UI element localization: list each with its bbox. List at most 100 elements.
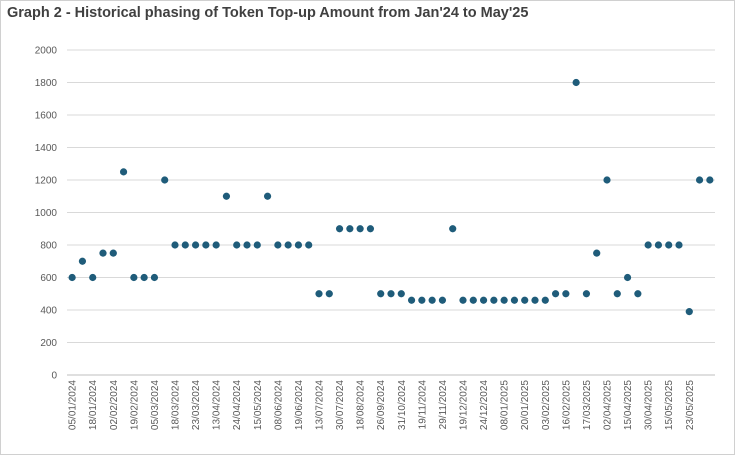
- x-tick-label: 23/03/2024: [191, 380, 202, 430]
- y-tick-label: 1400: [35, 143, 58, 154]
- x-tick-label: 23/05/2025: [685, 380, 696, 430]
- data-point: [202, 241, 210, 249]
- data-point: [438, 296, 447, 304]
- data-point: [541, 296, 549, 304]
- data-point: [222, 192, 231, 200]
- data-point: [665, 241, 673, 249]
- data-point: [603, 176, 611, 184]
- gridlines: [67, 49, 715, 376]
- y-tick-label: 600: [40, 273, 57, 284]
- data-point: [479, 296, 488, 304]
- data-point: [171, 241, 179, 249]
- data-point: [305, 241, 313, 249]
- x-tick-label: 05/03/2024: [150, 380, 161, 430]
- data-point: [150, 273, 159, 282]
- data-point: [634, 290, 642, 298]
- y-tick-label: 1200: [35, 176, 58, 187]
- x-tick-label: 05/01/2024: [68, 380, 79, 430]
- x-tick-label: 02/04/2025: [603, 380, 614, 430]
- data-point: [140, 273, 148, 282]
- data-point: [623, 273, 632, 282]
- data-point: [335, 225, 344, 233]
- y-tick-label: 2000: [35, 46, 58, 57]
- data-point: [263, 192, 272, 200]
- data-point: [490, 296, 498, 304]
- data-point: [253, 241, 261, 249]
- data-point: [449, 225, 457, 233]
- data-point: [654, 241, 663, 249]
- data-point: [325, 290, 333, 298]
- data-point: [109, 249, 117, 257]
- x-tick-label: 19/06/2024: [294, 380, 305, 430]
- data-point: [562, 290, 570, 298]
- data-points: [68, 78, 714, 316]
- data-point: [377, 290, 385, 298]
- y-tick-label: 1600: [35, 111, 58, 122]
- x-tick-label: 30/07/2024: [335, 380, 346, 430]
- data-point: [315, 290, 323, 298]
- data-point: [181, 241, 189, 249]
- data-point: [366, 225, 375, 233]
- x-tick-label: 02/02/2024: [109, 380, 120, 430]
- x-tick-label: 29/11/2024: [438, 380, 449, 430]
- x-tick-label: 08/01/2025: [500, 380, 511, 430]
- data-point: [243, 241, 251, 249]
- data-point: [469, 296, 477, 304]
- data-point: [397, 290, 405, 298]
- data-point: [510, 296, 519, 304]
- x-tick-label: 30/04/2025: [644, 380, 655, 430]
- x-tick-label: 19/02/2024: [129, 380, 140, 430]
- x-tick-label: 15/04/2025: [623, 380, 634, 430]
- data-point: [613, 290, 621, 298]
- x-tick-label: 13/07/2024: [315, 380, 326, 430]
- data-point: [68, 273, 76, 282]
- data-point: [500, 296, 508, 304]
- data-point: [706, 176, 714, 184]
- data-point: [459, 296, 467, 304]
- x-tick-label: 19/12/2024: [459, 380, 470, 430]
- y-tick-label: 800: [40, 241, 57, 252]
- x-tick-label: 24/12/2024: [479, 380, 490, 430]
- x-tick-label: 03/02/2025: [541, 380, 552, 430]
- data-point: [78, 257, 87, 265]
- data-point: [119, 168, 128, 176]
- x-tick-label: 08/06/2024: [273, 380, 284, 430]
- data-point: [572, 78, 580, 87]
- y-tick-label: 1800: [35, 78, 58, 89]
- data-point: [695, 176, 704, 184]
- x-tick-label: 24/04/2024: [232, 380, 243, 430]
- x-tick-label: 15/05/2024: [253, 380, 264, 430]
- data-point: [233, 241, 241, 249]
- data-point: [274, 241, 282, 249]
- data-point: [593, 249, 601, 257]
- data-point: [191, 241, 200, 249]
- x-tick-label: 26/09/2024: [376, 380, 387, 430]
- data-point: [582, 290, 591, 298]
- data-point: [130, 273, 138, 282]
- data-point: [675, 241, 683, 249]
- y-tick-label: 0: [51, 371, 57, 382]
- data-point: [161, 176, 169, 184]
- data-point: [521, 296, 529, 304]
- data-point: [418, 296, 426, 304]
- data-point: [89, 273, 97, 282]
- data-point: [99, 249, 107, 257]
- y-axis-ticks: 0 200 400 600 800 1000 1200 1400 1600 1800 2000: [35, 46, 58, 382]
- y-tick-label: 200: [40, 338, 57, 349]
- data-point: [212, 241, 220, 249]
- chart-title: Graph 2 - Historical phasing of Token To…: [7, 5, 529, 21]
- data-point: [387, 290, 395, 298]
- x-tick-label: 15/05/2025: [664, 380, 675, 430]
- x-tick-label: 31/10/2024: [397, 380, 408, 430]
- x-tick-label: 18/08/2024: [356, 380, 367, 430]
- data-point: [356, 225, 364, 233]
- x-tick-label: 13/04/2024: [212, 380, 223, 430]
- data-point: [551, 290, 560, 298]
- x-tick-label: 17/03/2025: [582, 380, 593, 430]
- data-point: [346, 225, 354, 233]
- y-tick-label: 1000: [35, 208, 58, 219]
- data-point: [685, 308, 693, 316]
- data-point: [644, 241, 652, 249]
- x-tick-label: 20/01/2025: [520, 380, 531, 430]
